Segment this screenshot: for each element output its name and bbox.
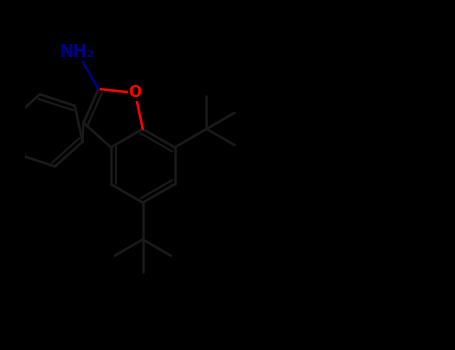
Text: O: O	[129, 85, 142, 100]
Text: NH₂: NH₂	[60, 43, 95, 61]
